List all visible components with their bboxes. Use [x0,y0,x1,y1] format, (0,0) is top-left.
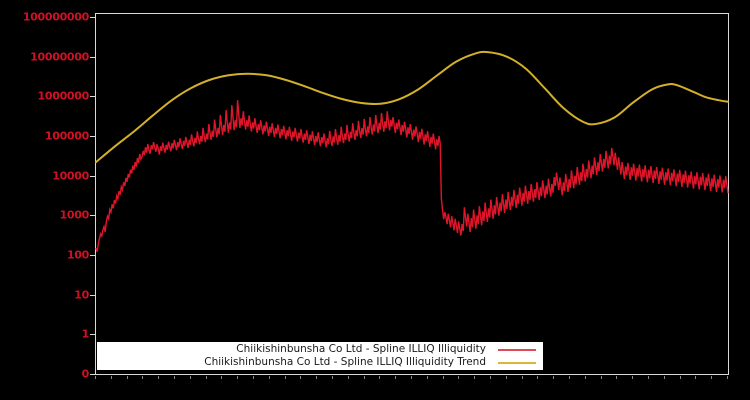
legend-entry-series: Chiikishinbunsha Co Ltd - Spline ILLIQ I… [98,343,542,356]
x-tick-mark [521,376,523,379]
x-tick-mark [442,376,444,379]
y-tick-label: 100 [66,248,89,262]
x-tick-mark [316,376,318,379]
legend-entry-trend: Chiikishinbunsha Co Ltd - Spline ILLIQ I… [98,356,542,369]
legend-label-trend: Chiikishinbunsha Co Ltd - Spline ILLIQ I… [204,356,486,368]
x-tick-mark [205,376,207,379]
x-tick-mark [253,376,254,379]
y-tick-mark [90,334,95,336]
y-tick-label: 10 [74,288,89,302]
y-tick-label: 0 [81,367,90,381]
x-tick-mark [411,376,412,379]
y-tick-mark [90,255,95,256]
legend-swatch-trend-icon [498,361,536,364]
y-tick-label: 100000000 [22,10,89,24]
x-tick-mark [727,376,728,379]
x-tick-mark [537,376,539,379]
x-tick-mark [505,376,507,379]
x-tick-mark [474,376,476,379]
y-tick-label: 10000000 [30,50,89,64]
x-tick-mark [695,376,697,379]
y-tick-mark [90,374,95,375]
x-tick-mark [142,376,144,379]
x-tick-mark [347,376,349,379]
x-tick-mark [237,376,239,379]
y-tick-label: 1000000 [37,89,90,103]
x-tick-mark [268,376,270,379]
x-tick-mark [221,376,223,379]
chart-legend: Chiikishinbunsha Co Ltd - Spline ILLIQ I… [97,342,543,370]
x-tick-mark [332,376,333,379]
x-tick-mark [584,376,586,379]
x-tick-mark [616,376,618,379]
trend-line-path [95,50,729,164]
x-tick-mark [663,376,665,379]
x-tick-mark [711,376,713,379]
y-tick-mark [90,175,95,177]
y-tick-mark [90,294,95,296]
x-tick-mark [158,376,160,379]
x-tick-mark [174,376,175,379]
x-tick-mark [395,376,397,379]
legend-label-series: Chiikishinbunsha Co Ltd - Spline ILLIQ I… [236,343,486,355]
y-tick-mark [90,56,95,58]
y-tick-label: 1000 [59,208,90,222]
y-tick-mark [90,136,95,137]
x-tick-mark [426,376,428,379]
x-tick-mark [363,376,365,379]
x-tick-mark [569,376,570,379]
x-tick-mark [553,376,555,379]
y-tick-label: 1 [81,327,90,341]
plot-area-frame [95,13,729,375]
x-tick-mark [284,376,286,379]
x-tick-mark [110,376,112,379]
x-tick-mark [126,376,128,379]
y-tick-mark [90,17,95,18]
y-tick-mark [90,215,95,217]
x-tick-mark [300,376,302,379]
x-tick-mark [95,376,96,379]
x-tick-mark [458,376,460,379]
x-tick-mark [632,376,634,379]
x-tick-mark [600,376,602,379]
x-tick-mark [189,376,191,379]
y-axis: 100000000 10000000 1000000 100000 10000 1000 1… [0,0,95,400]
legend-swatch-series-icon [498,348,536,351]
x-tick-mark [379,376,381,379]
y-tick-label: 10000 [52,169,89,183]
illiquidity-series-path [95,100,729,253]
plot-canvas [95,50,729,253]
y-tick-label: 100000 [44,129,89,143]
x-tick-mark [490,376,491,379]
y-tick-mark [90,96,95,98]
x-tick-mark [648,376,649,379]
x-tick-mark [679,376,681,379]
